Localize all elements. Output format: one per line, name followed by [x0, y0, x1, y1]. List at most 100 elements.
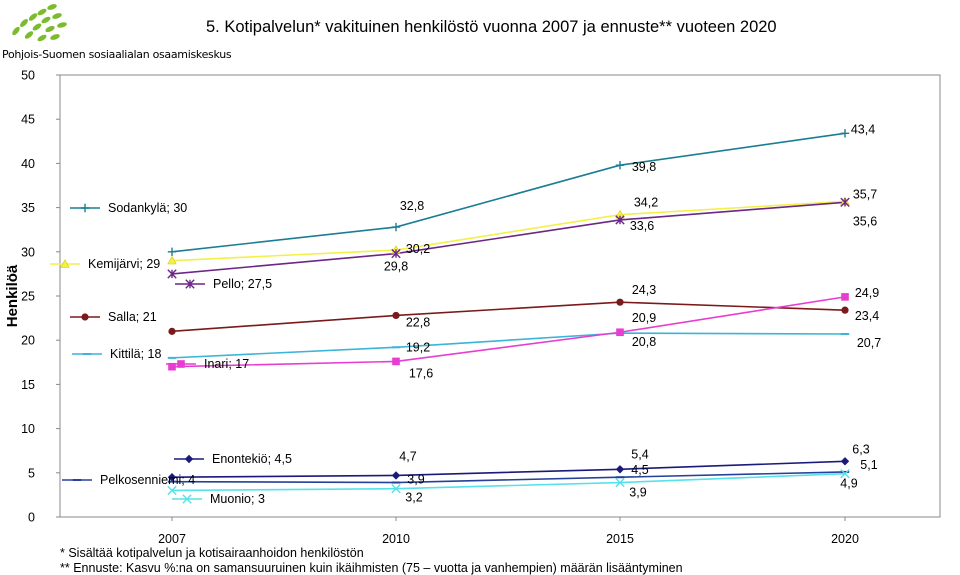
data-point: [392, 357, 400, 366]
data-label: 3,2: [405, 491, 422, 505]
plot-area: [59, 74, 941, 518]
data-point: [167, 247, 177, 256]
logo-text: Pohjois-Suomen sosiaalialan osaamiskesku…: [2, 48, 232, 61]
legend-marker: [81, 313, 89, 321]
data-label: 6,3: [852, 442, 869, 456]
data-label: 33,6: [630, 219, 654, 233]
y-tick-label: 25: [21, 290, 35, 304]
data-label: 32,8: [400, 199, 424, 213]
data-label: 3,9: [629, 486, 646, 500]
data-label: 5,4: [631, 447, 648, 461]
data-label: Kemijärvi; 29: [88, 257, 160, 271]
data-label: 5,1: [860, 458, 877, 472]
data-label: 34,2: [634, 196, 658, 210]
legend-marker: [177, 360, 185, 368]
data-point: [391, 484, 401, 494]
data-point: [168, 362, 176, 371]
x-tick-label: 2015: [606, 532, 634, 546]
data-label: 24,3: [632, 283, 656, 297]
data-point: [615, 160, 625, 170]
chart-title: 5. Kotipalvelun* vakituinen henkilöstö v…: [206, 18, 777, 36]
data-label: 39,8: [632, 160, 656, 174]
y-tick-label: 5: [28, 466, 35, 480]
series-line-salla: [171, 301, 846, 333]
y-tick-label: 0: [28, 511, 35, 525]
data-point: [167, 269, 177, 279]
data-label: 4,9: [840, 477, 857, 491]
data-point: [616, 328, 624, 337]
x-tick-label: 2020: [831, 532, 859, 546]
y-tick-label: 30: [21, 245, 35, 259]
data-point: [391, 471, 401, 480]
data-point: [168, 327, 176, 335]
series-line-sodankylä: [171, 132, 846, 253]
data-label: 20,7: [857, 336, 881, 350]
series-line-pello: [171, 201, 846, 275]
data-label: 4,7: [399, 449, 416, 463]
data-label: 35,7: [853, 187, 877, 201]
footnote-2: ** Ennuste: Kasvu %:na on samansuuruinen…: [60, 561, 683, 575]
data-point: [840, 468, 850, 479]
series-line-kittilä: [171, 332, 846, 359]
data-point: [616, 298, 624, 306]
data-label: Salla; 21: [108, 310, 157, 324]
x-tick-label: 2010: [382, 532, 410, 546]
legend-marker: [185, 279, 195, 289]
series-line-muonio: [171, 472, 846, 492]
series-line-pelkosenniemi: [171, 471, 846, 484]
data-label: 4,5: [631, 463, 648, 477]
y-tick-label: 50: [21, 69, 35, 83]
legend-marker: [182, 494, 192, 504]
data-label: Pello; 27,5: [213, 277, 272, 291]
legend-marker: [184, 454, 194, 464]
footnote-1: * Sisältää kotipalvelun ja kotisairaanho…: [60, 546, 364, 560]
data-label: 23,4: [855, 309, 879, 323]
y-tick-label: 35: [21, 201, 35, 215]
data-label: 30,2: [406, 242, 430, 256]
data-label: 3,9: [407, 473, 424, 487]
data-label: Enontekiö; 4,5: [212, 452, 292, 466]
data-label: 43,4: [851, 122, 875, 136]
data-label: 29,8: [384, 260, 408, 274]
data-point: [840, 457, 850, 466]
data-label: 35,6: [853, 214, 877, 228]
legend-marker: [80, 203, 90, 213]
data-point: [841, 306, 849, 314]
y-tick-label: 40: [21, 157, 35, 171]
y-tick-label: 20: [21, 334, 35, 348]
data-label: Pelkosenniemi; 4: [100, 473, 195, 487]
y-tick-label: 45: [21, 113, 35, 127]
series-line-enontekiö: [171, 460, 846, 479]
data-point: [615, 215, 625, 225]
data-label: 22,8: [406, 315, 430, 329]
data-point: [167, 473, 177, 482]
data-point: [840, 197, 850, 207]
data-label: Sodankylä; 30: [108, 201, 187, 215]
data-point: [167, 255, 177, 265]
data-point: [840, 129, 850, 138]
data-point: [841, 293, 849, 301]
y-tick-label: 10: [21, 422, 35, 436]
series-line-inari: [171, 296, 846, 368]
data-label: 20,9: [632, 311, 656, 325]
data-label: Inari; 17: [204, 357, 249, 371]
data-point: [391, 248, 401, 259]
data-label: 20,8: [632, 335, 656, 349]
data-point: [615, 477, 625, 488]
organization-logo-icon: [12, 4, 67, 42]
data-label: 17,6: [409, 366, 433, 380]
y-tick-label: 15: [21, 378, 35, 392]
data-point: [391, 222, 401, 232]
data-label: Kittilä; 18: [110, 347, 161, 361]
data-point: [615, 465, 625, 474]
data-label: Muonio; 3: [210, 492, 265, 506]
data-label: 19,2: [406, 340, 430, 354]
y-axis-label: Henkilöä: [4, 264, 21, 327]
data-label: 24,9: [855, 286, 879, 300]
legend-marker: [60, 259, 70, 268]
data-point: [392, 311, 400, 320]
x-tick-label: 2007: [158, 532, 186, 546]
series-line-kemijärvi: [171, 200, 846, 262]
data-point: [167, 485, 177, 496]
